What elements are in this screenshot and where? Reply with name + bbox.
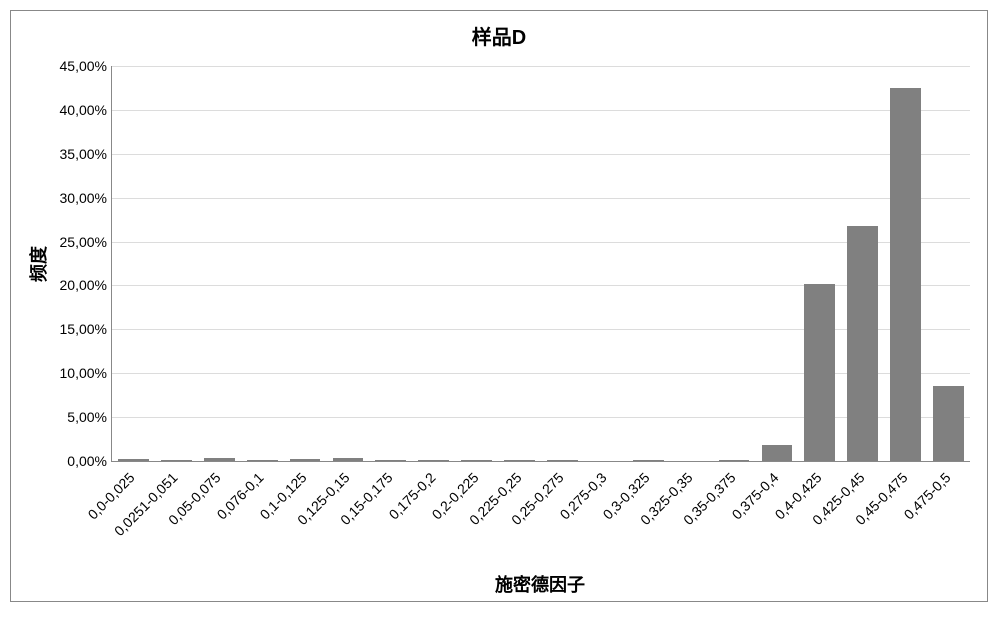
gridline: [112, 242, 970, 243]
y-tick-label: 10,00%: [11, 365, 107, 381]
gridline: [112, 373, 970, 374]
gridline: [112, 198, 970, 199]
bar: [804, 284, 835, 461]
y-axis-label: 频度: [27, 66, 49, 461]
y-tick-label: 40,00%: [11, 102, 107, 118]
gridline: [112, 417, 970, 418]
bar: [719, 460, 750, 461]
y-tick-label: 5,00%: [11, 409, 107, 425]
bar: [890, 88, 921, 461]
bar: [418, 460, 449, 461]
y-tick-label: 30,00%: [11, 190, 107, 206]
bar: [290, 459, 321, 461]
gridline: [112, 329, 970, 330]
chart-title: 样品D: [11, 21, 987, 50]
bar: [762, 445, 793, 461]
y-tick-label: 20,00%: [11, 277, 107, 293]
chart-frame: 样品D 频度 施密德因子 0,00%5,00%10,00%15,00%20,00…: [10, 10, 988, 602]
bar: [118, 459, 149, 461]
bar: [161, 460, 192, 461]
bar: [933, 386, 964, 461]
bar: [847, 226, 878, 461]
bar: [504, 460, 535, 461]
bar: [375, 460, 406, 461]
x-tick-label: 0,0-0,025: [0, 469, 138, 622]
y-tick-label: 35,00%: [11, 146, 107, 162]
gridline: [112, 285, 970, 286]
gridline: [112, 110, 970, 111]
y-tick-label: 15,00%: [11, 321, 107, 337]
y-tick-label: 25,00%: [11, 234, 107, 250]
bar: [547, 460, 578, 461]
bar: [333, 458, 364, 462]
bar: [247, 460, 278, 461]
y-tick-label: 45,00%: [11, 58, 107, 74]
gridline: [112, 66, 970, 67]
gridline: [112, 154, 970, 155]
y-tick-label: 0,00%: [11, 453, 107, 469]
bar: [633, 460, 664, 461]
bar: [204, 458, 235, 461]
plot-area: [111, 66, 970, 462]
bar: [461, 460, 492, 461]
